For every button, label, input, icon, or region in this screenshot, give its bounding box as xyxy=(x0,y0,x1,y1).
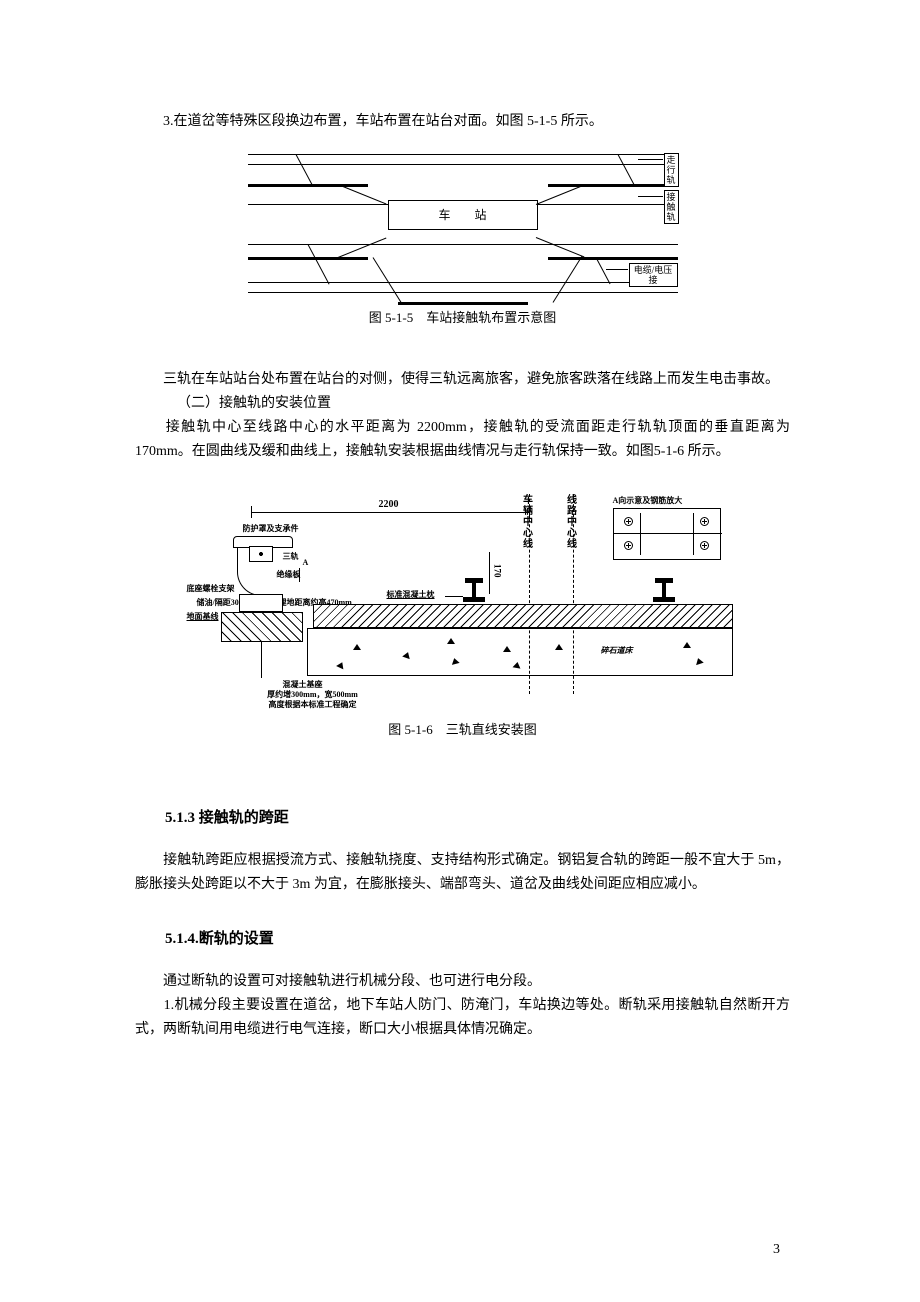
car-center-label: 车辆中心线 xyxy=(519,494,534,549)
label-running-rail: 走行轨 xyxy=(664,153,679,187)
sleeper-label: 标准混凝土枕 xyxy=(387,590,435,599)
para-after-515-2: （二）接触轨的安装位置 xyxy=(135,392,790,416)
dim-170: 170 xyxy=(493,564,503,578)
figure-5-1-5-caption: 图 5-1-5 车站接触轨布置示意图 xyxy=(135,308,790,328)
section-5-1-3-body: 接触轨跨距应根据授流方式、接触轨挠度、支持结构形式确定。钢铝复合轨的跨距一般不宜… xyxy=(135,849,790,897)
figure-5-1-5: 车 站 走行轨 接触轨 电缆/电压接 图 5-1-5 车站接触轨布置示意图 xyxy=(135,144,790,328)
a-view-title: A向示意及钢筋放大 xyxy=(613,496,683,505)
section-5-1-4-body2: 1.机械分段主要设置在道岔，地下车站人防门、防淹门，车站换边等处。断轨采用接触轨… xyxy=(135,994,790,1042)
para-after-515-1: 三轨在车站站台处布置在站台的对侧，使得三轨远离旅客，避免旅客跌落在线路上而发生电… xyxy=(135,368,790,392)
dim-2200: 2200 xyxy=(379,499,399,510)
para-after-515-3: 接触轨中心至线路中心的水平距离为 2200mm，接触轨的受流面距走行轨轨顶面的垂… xyxy=(135,416,790,464)
footnote2: 厚约增300mm，宽500mm xyxy=(243,690,383,699)
insulator-label: 绝缘板 xyxy=(277,570,301,579)
footnote3: 高度根据本标准工程确定 xyxy=(243,700,383,709)
groundline-label: 地面基线 xyxy=(187,612,219,621)
section-5-1-4-title: 5.1.4.断轨的设置 xyxy=(135,927,790,948)
page-number: 3 xyxy=(773,1242,780,1258)
base-bracket-label: 底座螺栓支架 xyxy=(183,584,235,593)
track-center-label: 线路中心线 xyxy=(563,494,578,549)
label-junction: 电缆/电压接 xyxy=(629,263,678,287)
label-contact-rail: 接触轨 xyxy=(664,190,679,224)
figure-5-1-6: 2200 车辆中心线 线路中心线 A向示意及钢筋放大 防护罩及支承件 三轨 绝缘… xyxy=(135,494,790,740)
sangui-label: 三轨 xyxy=(283,552,299,561)
cover-label: 防护罩及支承件 xyxy=(229,524,299,533)
intro-paragraph: 3.在道岔等特殊区段换边布置，车站布置在站台对面。如图 5-1-5 所示。 xyxy=(135,110,790,134)
station-box: 车 站 xyxy=(388,200,538,230)
figure-5-1-6-caption: 图 5-1-6 三轨直线安装图 xyxy=(135,720,790,740)
footnote1: 混凝土基座 xyxy=(243,680,363,689)
ballast-label: 碎石道床 xyxy=(601,646,633,655)
section-5-1-4-body1: 通过断轨的设置可对接触轨进行机械分段、也可进行电分段。 xyxy=(135,970,790,994)
section-5-1-3-title: 5.1.3 接触轨的跨距 xyxy=(135,806,790,827)
